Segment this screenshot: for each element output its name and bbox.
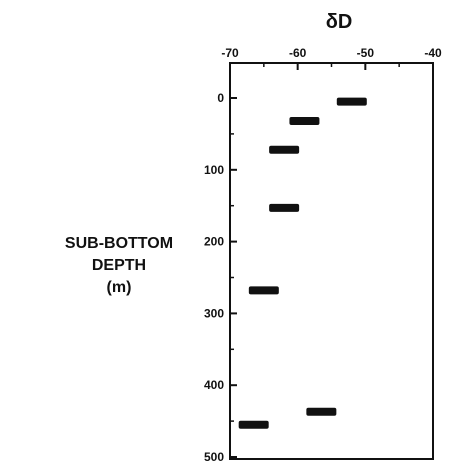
y-tick-label: 400 — [204, 378, 224, 392]
y-axis-label-line-2: DEPTH — [92, 257, 146, 274]
data-point-bar — [269, 203, 300, 212]
x-tick-label: -60 — [289, 46, 307, 60]
y-tick-label: 300 — [204, 306, 224, 320]
data-point-bar — [248, 286, 279, 295]
data-point-bar — [289, 116, 320, 125]
x-tick-label: -70 — [221, 46, 239, 60]
y-tick-label: 500 — [204, 450, 224, 462]
x-tick-label: -40 — [424, 46, 442, 60]
axis-ticks: -70 -60 -50 -40 0 100 200 300 400 500 — [204, 46, 442, 462]
x-tick-label: -50 — [357, 46, 375, 60]
data-point-bar — [269, 145, 300, 154]
data-marks — [238, 97, 367, 429]
plot-frame — [229, 62, 434, 460]
data-point-bar — [238, 420, 269, 429]
y-axis-label-line-3: (m) — [107, 279, 132, 296]
y-tick-label: 0 — [217, 91, 224, 105]
data-point-bar — [336, 97, 367, 106]
y-tick-label: 100 — [204, 163, 224, 177]
y-tick-label: 200 — [204, 235, 224, 249]
chart-title: δD — [326, 11, 353, 33]
data-point-bar — [306, 407, 337, 416]
y-axis-label-line-1: SUB-BOTTOM — [65, 235, 173, 252]
